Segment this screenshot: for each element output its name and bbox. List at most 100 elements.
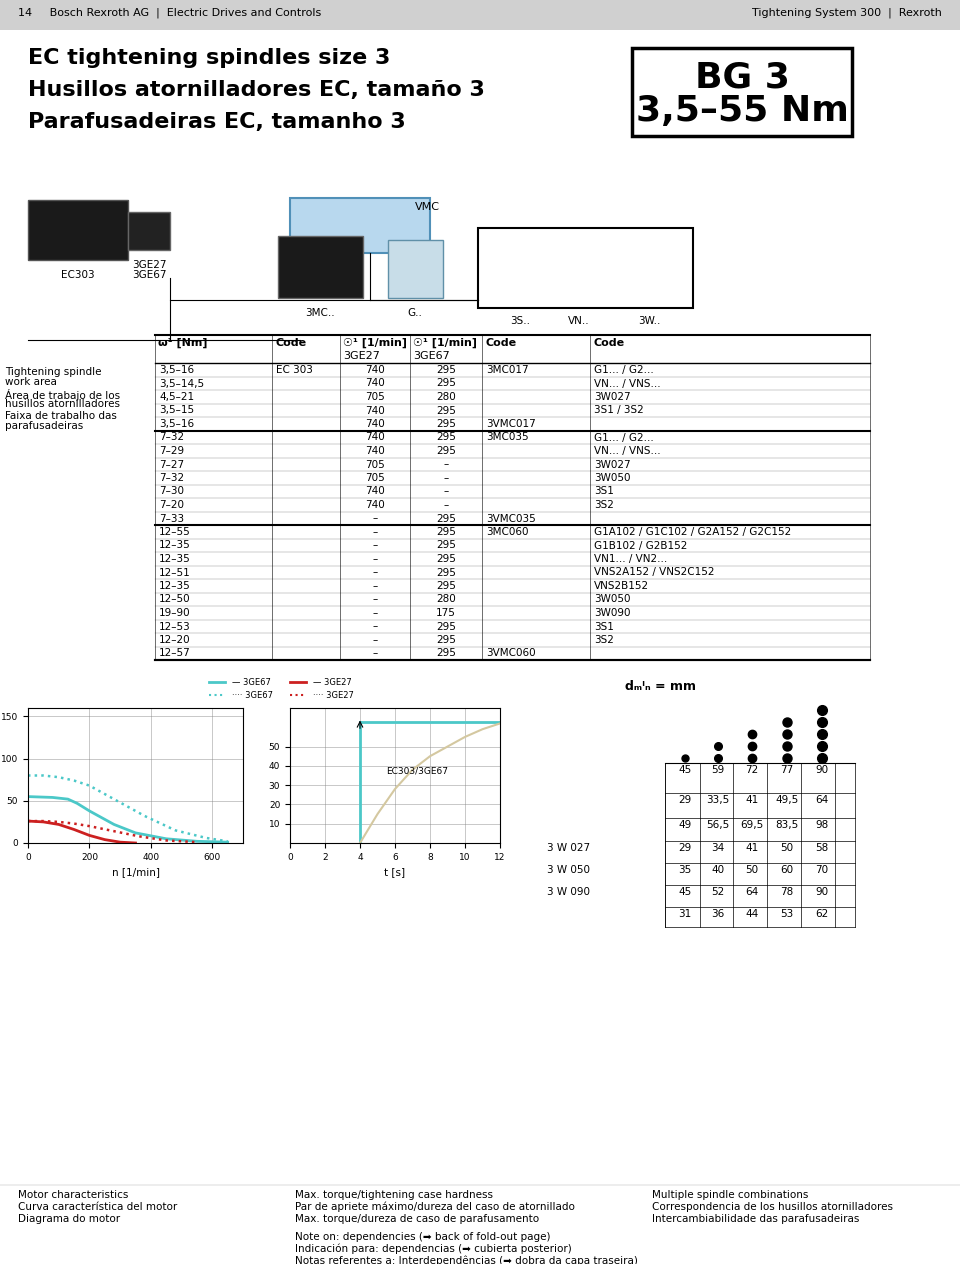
Text: 7–32: 7–32 <box>159 473 184 483</box>
Text: 49: 49 <box>679 820 691 830</box>
Text: Note on: dependencies (➡ back of fold-out page): Note on: dependencies (➡ back of fold-ou… <box>295 1232 550 1243</box>
Bar <box>388 240 443 298</box>
Text: Correspondencia de los husillos atornilladores: Correspondencia de los husillos atornill… <box>652 1202 893 1212</box>
X-axis label: t [s]: t [s] <box>384 867 405 877</box>
Text: 3W..: 3W.. <box>638 316 660 326</box>
Text: 40: 40 <box>711 865 725 875</box>
Text: 29: 29 <box>679 843 691 853</box>
Text: 740: 740 <box>365 418 385 428</box>
Text: –: – <box>372 527 377 537</box>
Legend: — 3GE67, ···· 3GE67, — 3GE27, ···· 3GE27: — 3GE67, ···· 3GE67, — 3GE27, ···· 3GE27 <box>205 675 357 703</box>
Text: 56,5: 56,5 <box>707 820 730 830</box>
Text: 7–33: 7–33 <box>159 513 184 523</box>
Text: 3 W 027: 3 W 027 <box>547 843 590 853</box>
Text: Indicación para: dependencias (➡ cubierta posterior): Indicación para: dependencias (➡ cubiert… <box>295 1244 572 1254</box>
Text: 3,5–16: 3,5–16 <box>159 365 194 375</box>
Text: 3S1: 3S1 <box>594 622 613 632</box>
Text: 295: 295 <box>436 648 456 659</box>
Text: 34: 34 <box>711 843 725 853</box>
Text: 58: 58 <box>815 843 828 853</box>
X-axis label: n [1/min]: n [1/min] <box>111 867 159 877</box>
Bar <box>0 0 960 30</box>
Text: VN... / VNS...: VN... / VNS... <box>594 378 660 388</box>
Text: 41: 41 <box>745 795 758 805</box>
Text: 740: 740 <box>365 432 385 442</box>
Text: 3MC060: 3MC060 <box>486 527 529 537</box>
Text: 740: 740 <box>365 487 385 497</box>
Text: 3W090: 3W090 <box>594 608 631 618</box>
Text: 12–35: 12–35 <box>159 554 191 564</box>
Text: 62: 62 <box>815 909 828 919</box>
Text: Max. torque/dureza de caso de parafusamento: Max. torque/dureza de caso de parafusame… <box>295 1213 540 1224</box>
Text: 280: 280 <box>436 594 456 604</box>
Text: BG 3: BG 3 <box>695 59 789 94</box>
Text: 7–20: 7–20 <box>159 501 184 509</box>
Text: –: – <box>372 635 377 645</box>
Text: 49,5: 49,5 <box>776 795 799 805</box>
Text: Faixa de trabalho das: Faixa de trabalho das <box>5 411 117 421</box>
Text: 12–35: 12–35 <box>159 541 191 551</box>
Text: 740: 740 <box>365 501 385 509</box>
Text: 705: 705 <box>365 460 385 469</box>
Text: 295: 295 <box>436 513 456 523</box>
Text: Notas referentes a: Interdependências (➡ dobra da capa traseira): Notas referentes a: Interdependências (➡… <box>295 1256 637 1264</box>
Text: Code: Code <box>485 337 516 348</box>
Text: 3S2: 3S2 <box>594 501 613 509</box>
Text: 3MC035: 3MC035 <box>486 432 529 442</box>
Text: 33,5: 33,5 <box>707 795 730 805</box>
Text: 3VMC035: 3VMC035 <box>486 513 536 523</box>
Text: 295: 295 <box>436 418 456 428</box>
Text: 12–50: 12–50 <box>159 594 191 604</box>
Text: 3GE67: 3GE67 <box>413 351 449 362</box>
Text: G1A102 / G1C102 / G2A152 / G2C152: G1A102 / G1C102 / G2A152 / G2C152 <box>594 527 791 537</box>
Text: VN1... / VN2...: VN1... / VN2... <box>594 554 667 564</box>
Text: 12–51: 12–51 <box>159 568 191 578</box>
Text: 59: 59 <box>711 765 725 775</box>
Text: 50: 50 <box>780 843 794 853</box>
Text: parafusadeiras: parafusadeiras <box>5 421 84 431</box>
Text: –: – <box>444 487 448 497</box>
Text: 295: 295 <box>436 581 456 592</box>
Text: –: – <box>372 648 377 659</box>
Text: 7–27: 7–27 <box>159 460 184 469</box>
Text: M [Nm]: M [Nm] <box>28 708 74 718</box>
Text: –: – <box>372 622 377 632</box>
Text: –: – <box>372 568 377 578</box>
Text: 3S1: 3S1 <box>594 487 613 497</box>
Text: ☉¹ [1/min]: ☉¹ [1/min] <box>413 337 477 349</box>
Text: EC tightening spindles size 3: EC tightening spindles size 3 <box>28 48 391 68</box>
Text: 64: 64 <box>745 887 758 897</box>
Text: 50: 50 <box>745 865 758 875</box>
Text: 72: 72 <box>745 765 758 775</box>
Text: 295: 295 <box>436 378 456 388</box>
Text: Curva característica del motor: Curva característica del motor <box>18 1202 178 1212</box>
Text: 12–35: 12–35 <box>159 581 191 592</box>
Text: Code: Code <box>593 337 624 348</box>
Text: M [Nm]: M [Nm] <box>290 708 336 718</box>
Text: 12–57: 12–57 <box>159 648 191 659</box>
Text: 90: 90 <box>815 887 828 897</box>
Text: ☉¹ [1/min]: ☉¹ [1/min] <box>343 337 407 349</box>
Text: VMC: VMC <box>415 202 440 212</box>
Text: 14     Bosch Rexroth AG  |  Electric Drives and Controls: 14 Bosch Rexroth AG | Electric Drives an… <box>18 8 322 18</box>
Text: –: – <box>372 581 377 592</box>
Text: 280: 280 <box>436 392 456 402</box>
Text: 12–20: 12–20 <box>159 635 191 645</box>
Text: EC303: EC303 <box>61 270 95 281</box>
Text: 98: 98 <box>815 820 828 830</box>
Text: 3VMC060: 3VMC060 <box>486 648 536 659</box>
Text: VNS2A152 / VNS2C152: VNS2A152 / VNS2C152 <box>594 568 714 578</box>
Text: 70: 70 <box>815 865 828 875</box>
Text: 36: 36 <box>711 909 725 919</box>
Text: –: – <box>372 554 377 564</box>
Text: 295: 295 <box>436 446 456 456</box>
Text: 45: 45 <box>679 765 691 775</box>
Text: G..: G.. <box>408 308 422 319</box>
Text: 295: 295 <box>436 568 456 578</box>
Text: 60: 60 <box>780 865 794 875</box>
Bar <box>632 48 852 137</box>
Text: 740: 740 <box>365 378 385 388</box>
Text: Tightening spindle: Tightening spindle <box>5 367 102 377</box>
Text: 44: 44 <box>745 909 758 919</box>
Text: 53: 53 <box>780 909 794 919</box>
